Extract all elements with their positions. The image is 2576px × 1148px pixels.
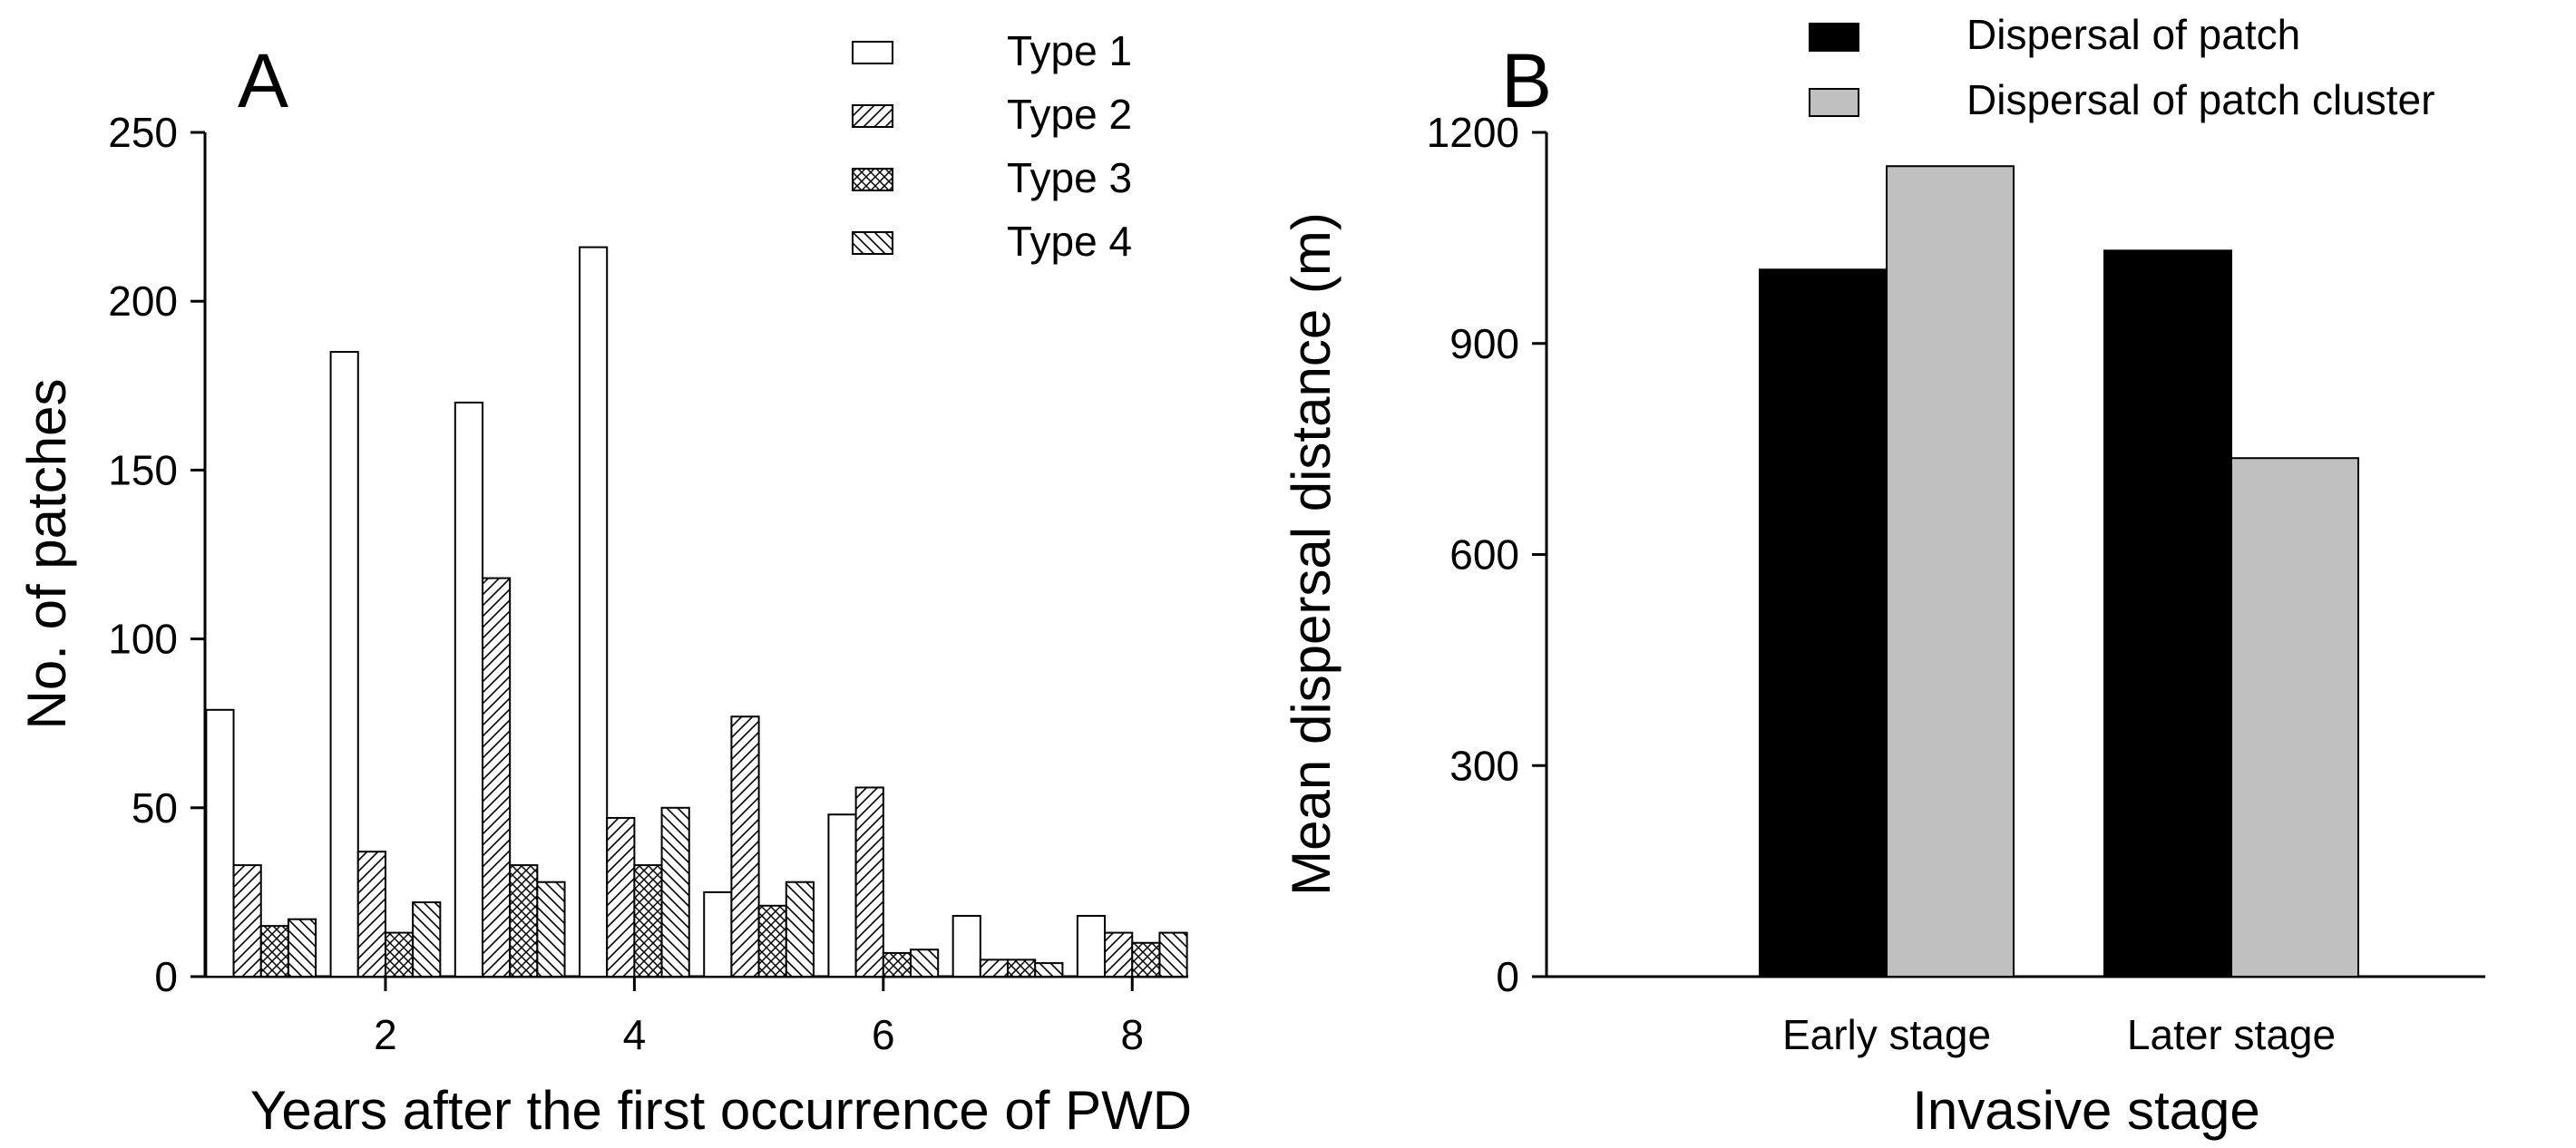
panel-a-x-tick-label: 6	[872, 1011, 895, 1058]
panel-a-y-tick-label: 100	[108, 616, 178, 663]
panel-a-bar	[1158, 931, 1188, 978]
panel-a-x-tick-label: 8	[1120, 1011, 1144, 1058]
panel-a-x-axis-label: Years after the first occurrence of PWD	[250, 1080, 1192, 1141]
panel-a-legend-label: Type 4	[1007, 218, 1132, 265]
panel-a-x-tick-label: 2	[374, 1011, 397, 1058]
panel-a-bar	[287, 918, 317, 978]
panel-a-bar	[509, 864, 539, 978]
panel-b-bar	[2230, 457, 2359, 978]
panel-b-bar	[2103, 249, 2232, 978]
panel-a-legend-label: Type 3	[1007, 154, 1132, 201]
panel-a-bar	[481, 577, 512, 978]
panel-a-bar	[1104, 931, 1134, 978]
panel-a-bar	[454, 401, 483, 978]
panel-b-x-tick-label: Early stage	[1782, 1011, 1991, 1058]
panel-b-legend-label: Dispersal of patch cluster	[1966, 76, 2435, 123]
panel-a-legend-swatch	[852, 104, 893, 128]
panel-a-bar	[232, 864, 262, 978]
panel-b-y-tick-label: 1200	[1427, 109, 1519, 156]
panel-a-y-tick-label: 50	[132, 784, 178, 832]
panel-a-bar	[205, 708, 235, 978]
panel-a-bar	[703, 890, 733, 978]
panel-a-legend-label: Type 1	[1007, 27, 1132, 74]
panel-a-bar	[854, 786, 884, 978]
panel-a-bar	[785, 880, 815, 978]
panel-a-y-tick-label: 0	[154, 953, 178, 1000]
panel-b-legend: Dispersal of patch Dispersal of patch clu…	[1809, 11, 2435, 123]
panel-a-bar	[259, 925, 289, 978]
panel-b-y-tick-label: 600	[1449, 531, 1519, 579]
panel-a-bar	[606, 816, 636, 978]
panel-b-y-tick-label: 900	[1449, 320, 1519, 367]
panel-a-plot-area: 0 50 100 150 200 250 2 4 6 8	[108, 109, 1188, 1058]
panel-a-label: A	[238, 38, 288, 123]
panel-a-bar	[1076, 914, 1107, 978]
panel-a-bar	[356, 851, 386, 978]
panel-a-bar	[979, 958, 1010, 978]
panel-a-x-tick-label: 4	[623, 1011, 647, 1058]
panel-a-bar	[882, 951, 912, 978]
panel-a-bar	[633, 864, 663, 978]
panel-a-y-tick-label: 150	[108, 446, 178, 493]
panel-a-legend-swatch	[852, 231, 893, 255]
panel-b-bar	[1886, 165, 2015, 978]
panel-a-legend-swatch	[852, 41, 893, 64]
panel-b-legend-swatch	[1809, 23, 1859, 52]
panel-a-y-tick-label: 200	[108, 277, 178, 325]
panel-a-bar	[579, 246, 609, 978]
panel-a-bar	[329, 351, 359, 978]
panel-a-bar	[951, 914, 981, 978]
panel-a-bar	[1034, 962, 1064, 978]
panel-a-y-tick-label: 250	[108, 109, 178, 156]
panel-b-bar	[1759, 268, 1888, 978]
panel-a-bar	[730, 715, 760, 978]
panel-b-plot-area: 0 300 600 900 1200 Early stage Later stage	[1427, 109, 2485, 1058]
panel-a-bar	[1131, 941, 1161, 978]
panel-a-bar	[910, 949, 940, 978]
panel-b-legend-swatch	[1809, 88, 1859, 117]
panel-b-legend-label: Dispersal of patch	[1966, 11, 2300, 58]
panel-a-bar	[757, 904, 787, 978]
panel-a-chart: A No. of patches Years after the first o…	[16, 27, 1192, 1141]
panel-a-legend-label: Type 2	[1007, 91, 1132, 138]
panel-a-bar	[1007, 958, 1037, 978]
panel-b-label: B	[1501, 38, 1552, 123]
panel-a-legend: Type 1 Type 2 Type 3 Type 4	[852, 27, 1132, 265]
panel-a-bar	[536, 880, 566, 978]
panel-a-bar	[384, 931, 415, 978]
panel-a-y-axis-label: No. of patches	[16, 379, 77, 730]
panel-a-legend-swatch	[852, 168, 893, 191]
panel-b-chart: B Mean dispersal distance (m) Invasive s…	[1281, 11, 2485, 1141]
panel-b-y-tick-label: 300	[1449, 742, 1519, 789]
panel-b-x-axis-label: Invasive stage	[1912, 1080, 2260, 1141]
panel-a-bar	[827, 813, 857, 978]
panel-b-y-tick-label: 0	[1496, 953, 1519, 1000]
panel-a-bar	[412, 901, 442, 978]
panel-b-x-tick-label: Later stage	[2127, 1011, 2336, 1058]
panel-b-y-axis-label: Mean dispersal distance (m)	[1281, 212, 1342, 896]
panel-a-bar	[660, 806, 690, 978]
